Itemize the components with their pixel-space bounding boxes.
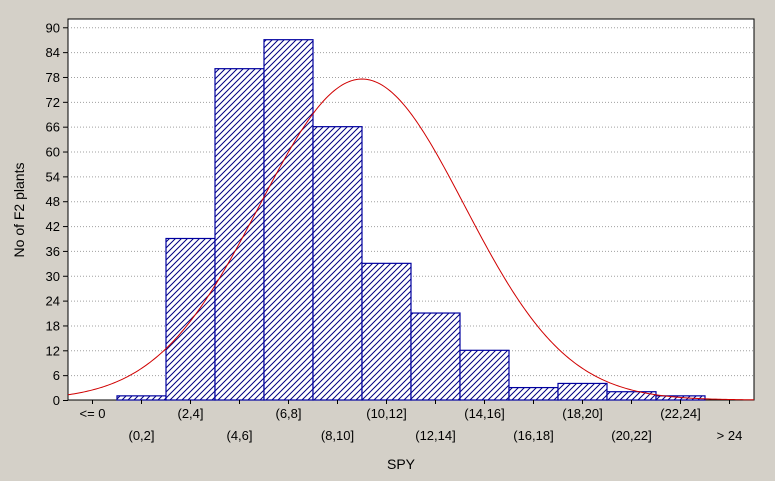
bar (312, 126, 363, 401)
x-tick-label: (6,8] (275, 406, 301, 421)
x-tick-label: (14,16] (464, 406, 504, 421)
x-axis-title: SPY (387, 456, 416, 472)
x-tick-label: (18,20] (562, 406, 602, 421)
x-tick-label: (10,12] (366, 406, 406, 421)
y-tick-label: 54 (46, 169, 60, 184)
y-axis-ticks: 0 6 12 18 24 30 36 42 48 54 60 66 72 78 84 90 (46, 20, 68, 408)
normal-fit-curve (67, 78, 755, 401)
bar (214, 68, 265, 401)
bar (459, 349, 510, 401)
bar (361, 262, 412, 401)
y-tick-label: 36 (46, 244, 60, 259)
y-tick-label: 0 (53, 393, 60, 408)
x-tick-label: (0,2] (128, 428, 154, 443)
x-tick-label: (4,6] (226, 428, 252, 443)
y-tick-label: 6 (53, 368, 60, 383)
y-tick-label: 24 (46, 294, 60, 309)
x-tick-label: (22,24] (660, 406, 700, 421)
x-tick-label: <= 0 (79, 406, 105, 421)
bar (508, 386, 559, 401)
y-tick-label: 78 (46, 70, 60, 85)
x-tick-label: (2,4] (177, 406, 203, 421)
x-tick-label: (12,14] (415, 428, 455, 443)
bar (557, 382, 608, 401)
y-tick-label: 84 (46, 45, 60, 60)
bar (606, 391, 657, 401)
x-axis-ticks: <= 0 (0,2] (2,4] (4,6] (6,8] (8,10] (10,12] (12… (79, 400, 742, 443)
bar (263, 39, 314, 401)
y-tick-label: 42 (46, 219, 60, 234)
y-axis-title: No of F2 plants (11, 163, 27, 258)
y-tick-label: 90 (46, 20, 60, 35)
bar (410, 312, 461, 401)
bars (116, 39, 706, 401)
bar (116, 395, 167, 401)
x-tick-label: (20,22] (611, 428, 651, 443)
bar (165, 237, 216, 401)
x-tick-label: > 24 (717, 428, 743, 443)
y-tick-label: 48 (46, 194, 60, 209)
y-tick-label: 18 (46, 318, 60, 333)
y-tick-label: 72 (46, 95, 60, 110)
y-tick-label: 66 (46, 120, 60, 135)
y-tick-label: 60 (46, 145, 60, 160)
y-tick-label: 30 (46, 269, 60, 284)
y-tick-label: 12 (46, 343, 60, 358)
x-tick-label: (8,10] (321, 428, 354, 443)
x-tick-label: (16,18] (513, 428, 553, 443)
